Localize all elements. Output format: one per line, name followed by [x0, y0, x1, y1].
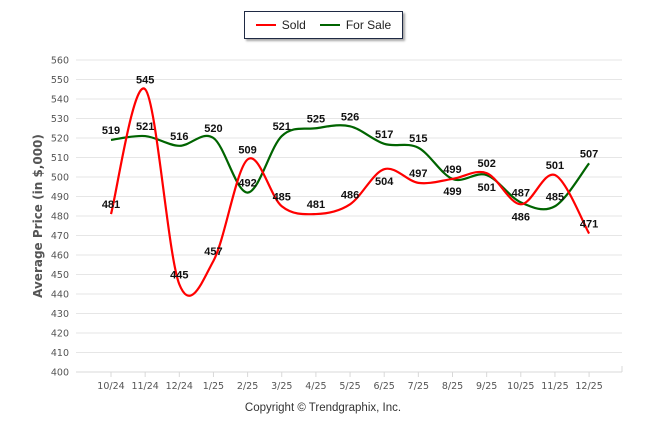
y-tick-label: 440	[51, 290, 69, 301]
data-label-sold: 497	[409, 168, 427, 180]
data-label-for-sale: 507	[580, 148, 598, 160]
data-label-for-sale: 516	[170, 131, 188, 143]
data-label-sold: 445	[170, 269, 188, 281]
data-label-sold: 471	[580, 219, 598, 231]
x-tick-label: 10/25	[507, 381, 534, 392]
x-tick-label: 6/25	[374, 381, 395, 392]
x-tick-label: 9/25	[476, 381, 497, 392]
x-tick-label: 11/25	[541, 381, 568, 392]
data-label-sold: 504	[375, 176, 394, 188]
data-label-sold: 481	[307, 199, 325, 211]
y-tick-label: 400	[51, 368, 69, 379]
y-tick-label: 510	[51, 153, 69, 164]
y-tick-label: 540	[51, 95, 69, 106]
legend-label-for-sale: For Sale	[345, 18, 392, 32]
x-tick-label: 8/25	[442, 381, 463, 392]
legend-item-for-sale[interactable]: For Sale	[319, 18, 392, 32]
legend-label-sold: Sold	[281, 18, 306, 32]
x-tick-label: 2/25	[237, 381, 258, 392]
data-label-sold: 486	[512, 211, 530, 223]
y-tick-label: 450	[51, 270, 69, 281]
x-tick-label: 5/25	[339, 381, 360, 392]
series-line-for-sale	[110, 124, 590, 211]
gridlines	[76, 59, 623, 373]
data-labels: 481 519 545 521 445 516 457 520 509 492 485 521 481 5…	[102, 74, 598, 281]
x-tick-label: 7/25	[408, 381, 429, 392]
legend-swatch-sold	[255, 24, 276, 26]
data-label-sold: 499	[443, 164, 461, 176]
y-tick-label: 560	[51, 56, 69, 67]
data-label-for-sale: 525	[307, 113, 325, 125]
y-axis-title: Average Price (in $,000)	[31, 134, 45, 298]
y-tick-label: 420	[51, 329, 69, 340]
data-label-sold: 509	[238, 144, 256, 156]
legend-swatch-for-sale	[319, 24, 340, 26]
data-label-for-sale: 520	[204, 123, 222, 135]
data-label-for-sale: 519	[102, 125, 120, 137]
y-tick-label: 410	[51, 348, 69, 359]
copyright-text: Copyright © Trendgraphix, Inc.	[244, 402, 402, 414]
data-label-for-sale: 499	[443, 186, 461, 198]
x-tick-label: 12/24	[166, 381, 193, 392]
data-label-sold: 501	[546, 160, 564, 172]
x-tick-label: 11/24	[131, 381, 158, 392]
data-label-for-sale: 515	[409, 133, 427, 145]
y-tick-label: 470	[51, 231, 69, 242]
x-axis-ticks: 10/24 11/24 12/24 1/25 2/25 3/25 4/25 5/25 6/25 7…	[97, 372, 603, 392]
y-tick-label: 530	[51, 114, 69, 125]
y-tick-label: 460	[51, 251, 69, 262]
data-label-sold: 486	[341, 189, 359, 201]
data-label-for-sale: 492	[238, 178, 256, 190]
x-tick-label: 10/24	[97, 381, 124, 392]
y-tick-label: 480	[51, 212, 69, 223]
x-tick-label: 1/25	[203, 381, 224, 392]
data-label-sold: 481	[102, 199, 120, 211]
y-tick-label: 520	[51, 134, 69, 145]
legend: Sold For Sale	[244, 11, 403, 39]
y-tick-label: 550	[51, 75, 69, 86]
data-label-for-sale: 501	[477, 182, 495, 194]
data-label-sold: 485	[273, 191, 291, 203]
data-label-for-sale: 485	[546, 191, 564, 203]
data-label-for-sale: 517	[375, 129, 393, 141]
data-label-for-sale: 487	[512, 187, 530, 199]
y-tick-label: 430	[51, 309, 69, 320]
data-label-for-sale: 526	[341, 111, 359, 123]
data-label-for-sale: 521	[273, 121, 291, 133]
x-tick-label: 4/25	[305, 381, 326, 392]
y-axis-ticks: 400 410 420 430 440 450 460 470 480 490 500 510 520 5…	[51, 56, 69, 379]
x-tick-label: 12/25	[575, 381, 602, 392]
data-label-sold: 457	[204, 246, 222, 258]
y-tick-label: 500	[51, 173, 69, 184]
legend-item-sold[interactable]: Sold	[255, 18, 306, 32]
data-label-sold: 502	[477, 158, 495, 170]
y-tick-label: 490	[51, 192, 69, 203]
series-lines	[109, 87, 591, 297]
data-label-for-sale: 521	[136, 121, 154, 133]
data-label-sold: 545	[136, 74, 154, 86]
x-tick-label: 3/25	[271, 381, 292, 392]
series-line-sold	[109, 87, 591, 297]
